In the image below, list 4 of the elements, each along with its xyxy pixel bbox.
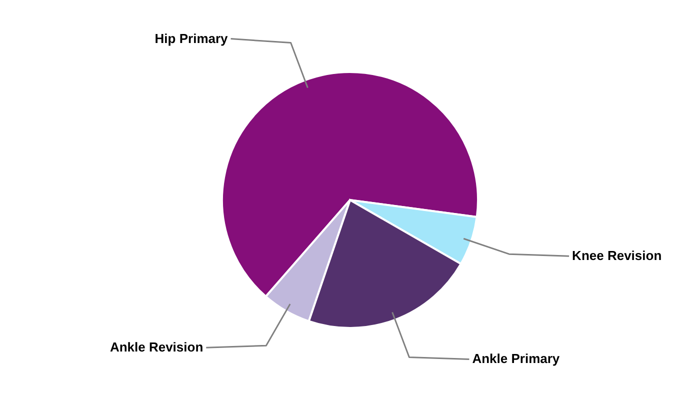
- slice-label: Ankle Revision: [110, 340, 204, 355]
- slice-label: Hip Primary: [154, 30, 229, 46]
- slice-label: Knee Revision: [572, 248, 662, 264]
- slice-label: Ankle Primary: [472, 351, 560, 366]
